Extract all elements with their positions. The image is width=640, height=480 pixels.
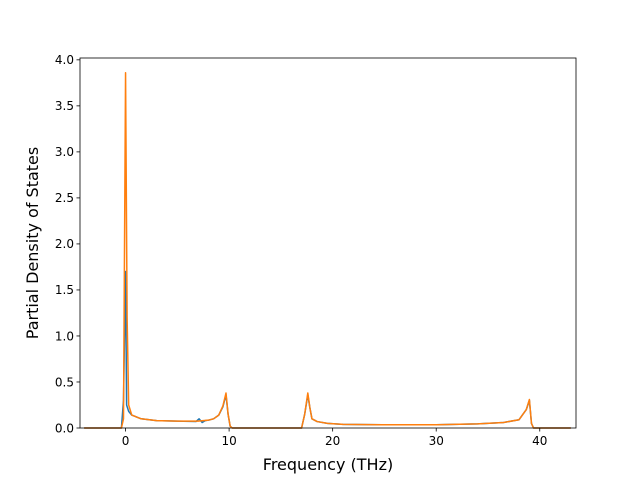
x-tick-label: 10 xyxy=(221,434,236,448)
x-tick-label: 40 xyxy=(532,434,547,448)
x-axis-title: Frequency (THz) xyxy=(263,455,393,474)
y-tick-label: 4.0 xyxy=(55,53,74,67)
y-axis-ticks: 0.0 0.5 1.0 1.5 2.0 2.5 3.0 3.5 4.0 xyxy=(55,53,80,435)
y-axis-title: Partial Density of States xyxy=(23,147,42,339)
plot-frame xyxy=(79,57,577,429)
x-tick-label: 0 xyxy=(122,434,130,448)
y-tick-label: 1.0 xyxy=(55,329,74,343)
y-tick-label: 3.5 xyxy=(55,99,74,113)
y-tick-label: 2.0 xyxy=(55,237,74,251)
y-tick-label: 0.5 xyxy=(55,375,74,389)
x-tick-label: 20 xyxy=(325,434,340,448)
x-tick-label: 30 xyxy=(429,434,444,448)
y-tick-label: 3.0 xyxy=(55,145,74,159)
y-tick-label: 2.5 xyxy=(55,191,74,205)
y-tick-label: 1.5 xyxy=(55,283,74,297)
y-tick-label: 0.0 xyxy=(55,421,74,435)
x-axis-ticks: 0 10 20 30 40 xyxy=(122,428,547,448)
